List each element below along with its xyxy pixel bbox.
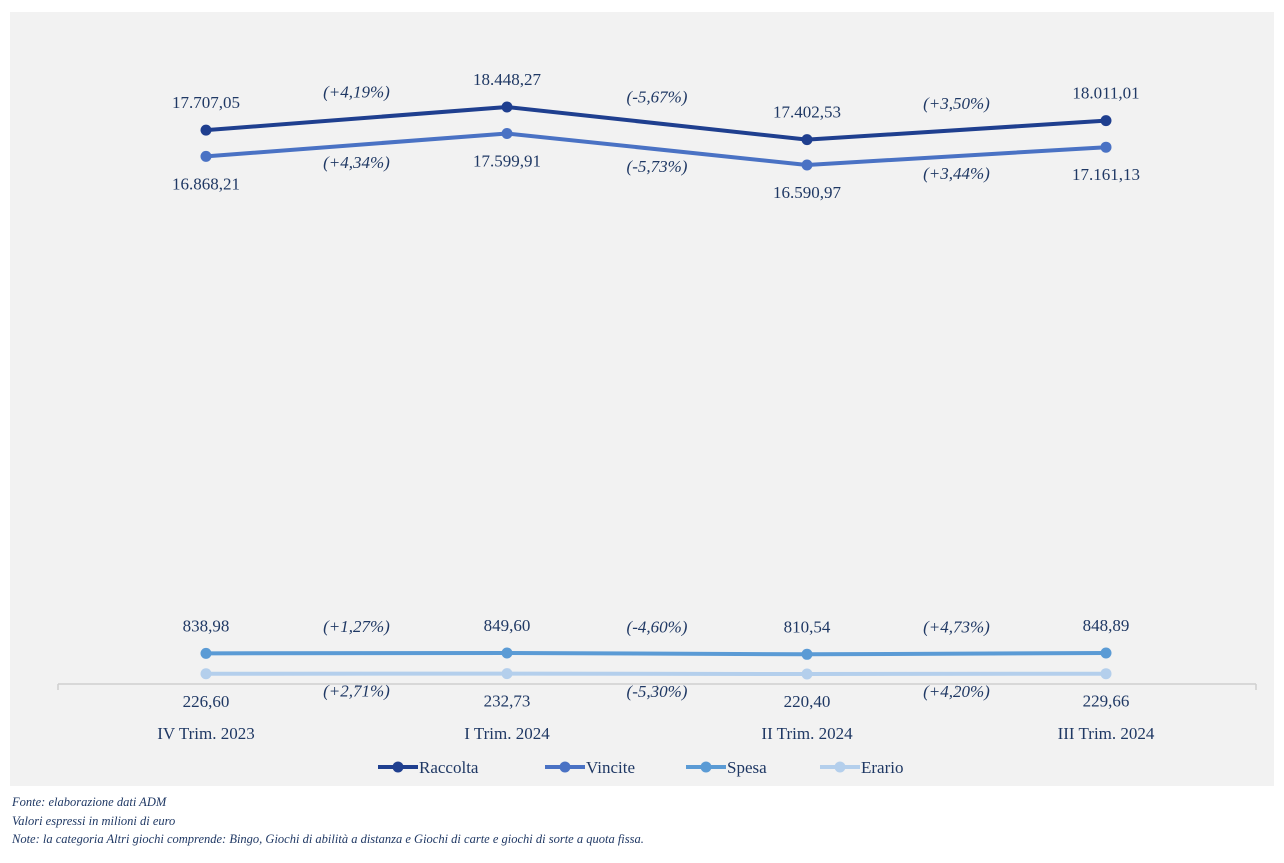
series-line-raccolta [205, 105, 1107, 142]
data-label-erario: 226,60 [183, 692, 230, 711]
change-label-erario: (+2,71%) [323, 682, 390, 701]
data-point-vincite [801, 159, 813, 171]
data-point-raccolta [200, 124, 212, 136]
legend-label: Spesa [727, 758, 767, 777]
data-point-spesa [200, 647, 212, 659]
source-note: Fonte: elaborazione dati ADM [12, 795, 167, 809]
change-label-raccolta: (-5,67%) [627, 87, 688, 106]
category-note: Note: la categoria Altri giochi comprend… [12, 832, 644, 846]
series-line-vincite [205, 131, 1107, 167]
change-label-vincite: (-5,73%) [627, 157, 688, 176]
change-label-vincite: (+3,44%) [923, 164, 990, 183]
data-label-erario: 220,40 [784, 692, 831, 711]
category-label: II Trim. 2024 [761, 724, 853, 743]
category-label: I Trim. 2024 [464, 724, 550, 743]
data-point-vincite [200, 150, 212, 162]
data-label-spesa: 810,54 [784, 617, 831, 636]
legend-swatch-marker [392, 761, 404, 773]
change-label-raccolta: (+3,50%) [923, 94, 990, 113]
legend-label: Erario [861, 758, 903, 777]
data-label-raccolta: 18.011,01 [1072, 84, 1139, 103]
data-point-erario [501, 668, 513, 680]
change-label-raccolta: (+4,19%) [323, 83, 390, 102]
data-point-raccolta [801, 134, 813, 146]
data-label-raccolta: 17.707,05 [172, 93, 240, 112]
data-label-vincite: 16.590,97 [773, 183, 842, 202]
legend-label: Vincite [586, 758, 635, 777]
units-note: Valori espressi in milioni di euro [12, 813, 176, 828]
chart-notes: Fonte: elaborazione dati ADM Valori espr… [12, 793, 644, 849]
data-point-spesa [1100, 647, 1112, 659]
legend-item-erario: Erario [820, 758, 903, 777]
data-label-raccolta: 18.448,27 [473, 70, 542, 89]
category-label: IV Trim. 2023 [157, 724, 254, 743]
data-point-raccolta [1100, 115, 1112, 127]
category-label: III Trim. 2024 [1058, 724, 1155, 743]
change-label-erario: (+4,20%) [923, 682, 990, 701]
data-point-erario [1100, 668, 1112, 680]
change-label-erario: (-5,30%) [627, 682, 688, 701]
legend-label: Raccolta [419, 758, 479, 777]
legend-item-raccolta: Raccolta [378, 758, 479, 777]
data-label-vincite: 16.868,21 [172, 174, 240, 193]
legend-swatch-marker [834, 761, 846, 773]
change-label-spesa: (-4,60%) [627, 618, 688, 637]
plot-area [10, 12, 1274, 786]
change-label-spesa: (+4,73%) [923, 618, 990, 637]
data-label-vincite: 17.161,13 [1072, 165, 1140, 184]
data-point-erario [801, 668, 813, 680]
series-line-spesa [205, 651, 1107, 657]
data-label-erario: 229,66 [1083, 692, 1130, 711]
data-label-spesa: 849,60 [484, 616, 531, 635]
legend-swatch-marker [700, 761, 712, 773]
data-point-spesa [501, 647, 513, 659]
data-label-vincite: 17.599,91 [473, 151, 541, 170]
legend-item-spesa: Spesa [686, 758, 767, 777]
legend-item-vincite: Vincite [545, 758, 635, 777]
data-label-spesa: 838,98 [183, 616, 230, 635]
data-point-spesa [801, 648, 813, 660]
data-point-erario [200, 668, 212, 680]
data-point-raccolta [501, 101, 513, 113]
change-label-spesa: (+1,27%) [323, 617, 390, 636]
change-label-vincite: (+4,34%) [323, 153, 390, 172]
data-label-raccolta: 17.402,53 [773, 103, 841, 122]
data-point-vincite [1100, 141, 1112, 153]
legend-swatch-marker [559, 761, 571, 773]
data-label-erario: 232,73 [484, 692, 531, 711]
data-point-vincite [501, 127, 513, 139]
data-label-spesa: 848,89 [1083, 616, 1130, 635]
